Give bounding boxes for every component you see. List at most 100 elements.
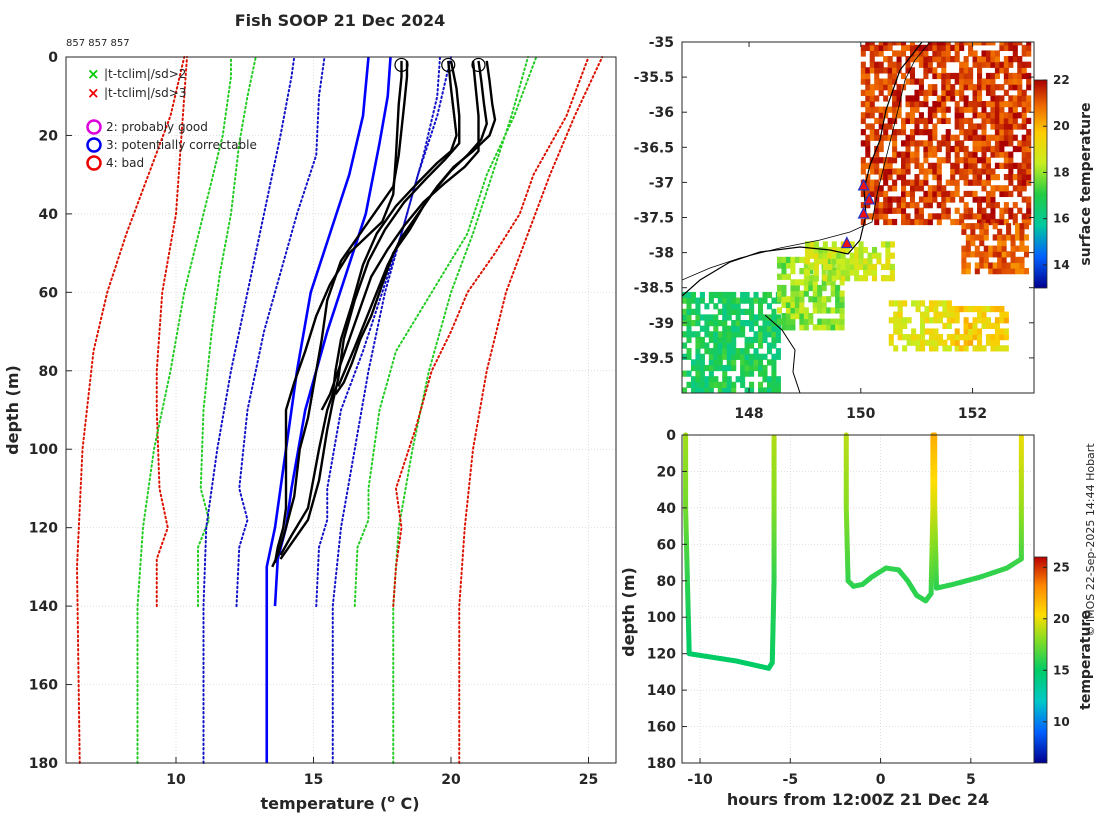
sst-pixel (968, 168, 974, 175)
sst-pixel (690, 291, 697, 299)
sst-pixel (950, 95, 956, 102)
sst-pixel (775, 314, 781, 321)
sst-pixel (909, 117, 916, 125)
sst-pixel (927, 151, 933, 158)
sst-pixel (945, 129, 951, 136)
sst-pixel (981, 140, 987, 147)
sst-pixel (699, 336, 705, 344)
sst-pixel (994, 305, 1000, 313)
sst-pixel (985, 190, 992, 198)
sst-pixel (972, 168, 978, 175)
map-xtick-label: 152 (958, 406, 987, 422)
sst-pixel (927, 213, 933, 220)
sst-pixel (1026, 162, 1032, 169)
sst-pixel (790, 318, 796, 325)
sst-pixel (994, 185, 1000, 192)
sst-pixel (869, 168, 875, 175)
sst-pixel (981, 196, 987, 203)
sst-pixel (1015, 228, 1021, 235)
sst-pixel (1017, 145, 1023, 153)
sst-pixel (731, 353, 737, 360)
sst-pixel (968, 162, 974, 169)
sst-pixel (918, 50, 924, 57)
sst-pixel (1021, 123, 1027, 130)
sst-pixel (704, 303, 710, 310)
sst-pixel (887, 106, 893, 113)
sst-pixel (981, 345, 987, 352)
sst-pixel (690, 331, 697, 338)
sst-pixel (794, 256, 800, 264)
sst-pixel (994, 129, 1000, 136)
sst-pixel (983, 245, 989, 252)
sst-pixel (740, 325, 746, 332)
sst-pixel (972, 95, 978, 102)
sst-pixel (888, 317, 894, 324)
sst-pixel (905, 190, 911, 198)
sst-pixel (905, 140, 911, 147)
sst-pixel (981, 168, 987, 175)
sst-pixel (878, 123, 884, 130)
sst-pixel (901, 196, 907, 203)
sst-pixel (878, 190, 884, 198)
sst-pixel (959, 61, 965, 68)
sst-pixel (999, 106, 1005, 113)
sst-pixel (918, 84, 924, 91)
sst-pixel (726, 359, 732, 366)
sst-pixel (874, 84, 880, 91)
sst-pixel (965, 223, 971, 230)
sst-pixel (830, 290, 836, 297)
sst-pixel (970, 223, 976, 230)
sst-pixel (865, 173, 871, 181)
sst-pixel (839, 312, 845, 320)
sst-pixel (906, 339, 912, 346)
sst-pixel (963, 56, 969, 63)
sst-pixel (845, 263, 851, 271)
map-ytick-label: -37 (649, 175, 674, 191)
sst-pixel (920, 317, 926, 324)
sst-pixel (959, 117, 965, 125)
sst-pixel (699, 342, 705, 349)
sst-pixel (722, 308, 728, 315)
sst-pixel (766, 319, 772, 327)
sst-pixel (927, 117, 933, 125)
sst-pixel (781, 262, 787, 269)
sst-pixel (887, 44, 893, 52)
map-stations (840, 178, 876, 249)
sst-pixel (936, 56, 942, 63)
sst-pixel (762, 370, 768, 377)
sst-pixel (914, 157, 920, 164)
sst-pixel (892, 218, 898, 226)
sst-pixel (997, 256, 1003, 264)
sst-pixel (1010, 251, 1016, 258)
sst-pixel (990, 61, 996, 68)
sst-pixel (932, 173, 938, 181)
sst-pixel (950, 339, 956, 346)
sst-pixel (945, 117, 951, 125)
sst-pixel (865, 72, 871, 80)
sst-pixel (990, 117, 996, 125)
sst-pixel (923, 67, 929, 74)
sst-pixel (954, 78, 960, 85)
sst-pixel (822, 252, 828, 259)
sst-pixel (965, 239, 971, 247)
sst-pixel (892, 112, 898, 119)
sst-pixel (945, 106, 951, 113)
sst-pixel (909, 196, 916, 203)
clim-line-sd1-left-deep (202, 56, 296, 764)
sst-pixel (1017, 168, 1023, 175)
sst-pixel (686, 291, 692, 299)
sst-pixel (954, 50, 960, 57)
sst-pixel (771, 364, 777, 372)
sst-pixel (946, 317, 952, 324)
sst-pixel (808, 279, 814, 286)
sst-pixel (860, 190, 866, 198)
sst-pixel (749, 364, 755, 372)
sst-pixel (731, 348, 737, 355)
sst-pixel (1008, 140, 1014, 147)
sst-pixel (901, 190, 907, 198)
sst-pixel (1026, 196, 1032, 203)
sst-pixel (985, 213, 992, 220)
sst-pixel (827, 275, 833, 282)
sst-pixel (999, 134, 1005, 141)
